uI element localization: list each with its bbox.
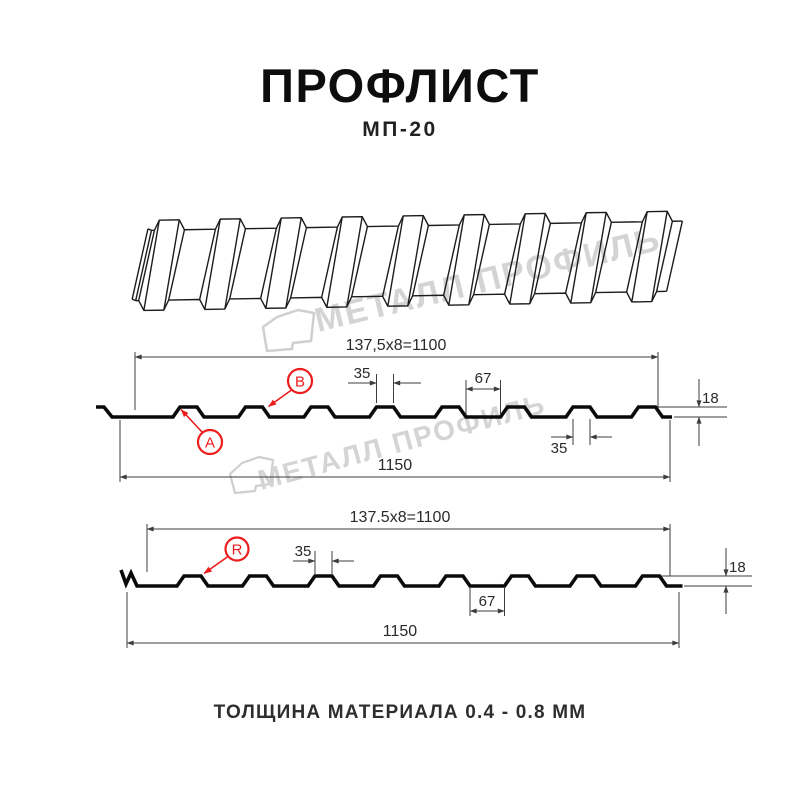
dim-label-top-pitch: 137.5x8=1100 [350, 509, 451, 526]
callout-b-letter: B [295, 374, 305, 391]
callout-b-leader-line [268, 389, 292, 408]
callout-b: B [268, 367, 314, 408]
brand-logo-icon [228, 455, 275, 495]
sheet-3d-bottom-edge [135, 290, 667, 312]
profile-outline [119, 568, 683, 589]
dim-ext-lines-rib-top-35 [376, 374, 394, 403]
dim-ext-lines-top-pitch [146, 524, 671, 576]
dim-ext-lines-top-pitch [134, 352, 659, 412]
sheet-3d-rib-crease-lines [137, 211, 674, 311]
watermark-lower: МЕТАЛЛ ПРОФИЛЬ [228, 388, 549, 496]
profile-model-subtitle: МП-20 [362, 118, 438, 141]
brand-logo-icon [261, 308, 316, 353]
brand-watermark-text: МЕТАЛЛ ПРОФИЛЬ [311, 220, 665, 340]
callout-r: R [203, 536, 250, 575]
dim-label-valley-67: 67 [475, 370, 492, 387]
dim-ext-lines-total-1150 [126, 592, 680, 648]
dim-ext-lines-rib-top-35 [314, 551, 333, 574]
dim-label-top-pitch: 137,5x8=1100 [346, 337, 447, 354]
dim-label-total-1150: 1150 [383, 623, 418, 640]
profile-diagram-1: 137,5x8=1100 35 67 18 35 1150 A B [96, 337, 727, 482]
callout-a-circle [196, 428, 224, 456]
dim-ext-lines-total-1150 [119, 420, 671, 482]
profile-diagram-2: 137.5x8=1100 35 67 18 1150 R [119, 509, 752, 648]
page-title: ПРОФЛИСТ [260, 59, 540, 112]
dim-ext-lines-rib-bottom-35 [572, 419, 591, 445]
sheet-3d-left-cut-edge [131, 228, 153, 302]
profile-outline [96, 405, 672, 419]
dim-ext-lines-height-18 [661, 575, 752, 587]
callout-r-letter: R [232, 542, 243, 559]
dim-label-total-1150: 1150 [378, 457, 413, 474]
brand-watermark-text: МЕТАЛЛ ПРОФИЛЬ [254, 388, 549, 496]
dim-label-valley-67: 67 [479, 593, 496, 610]
dim-label-height-18: 18 [702, 390, 719, 407]
sheet-3d-drawing [131, 210, 684, 312]
callout-b-circle [286, 367, 314, 395]
sheet-3d-right-edge [665, 220, 684, 292]
dim-label-height-18: 18 [729, 559, 746, 576]
callout-a: A [180, 408, 224, 456]
dim-label-rib-top-35: 35 [295, 543, 312, 560]
sheet-3d-top-edge [151, 210, 683, 232]
callout-a-leader-line [180, 408, 204, 434]
watermark-upper: МЕТАЛЛ ПРОФИЛЬ [261, 220, 665, 353]
material-thickness-note: ТОЛЩИНА МАТЕРИАЛА 0.4 - 0.8 ММ [213, 702, 587, 723]
callout-r-circle [224, 536, 250, 562]
callout-r-leader-line [203, 555, 229, 575]
dim-label-rib-top-35: 35 [354, 365, 371, 382]
callout-a-letter: A [205, 435, 215, 452]
dim-label-rib-bottom-35: 35 [551, 440, 568, 457]
dim-ext-lines-valley-67 [465, 380, 501, 414]
